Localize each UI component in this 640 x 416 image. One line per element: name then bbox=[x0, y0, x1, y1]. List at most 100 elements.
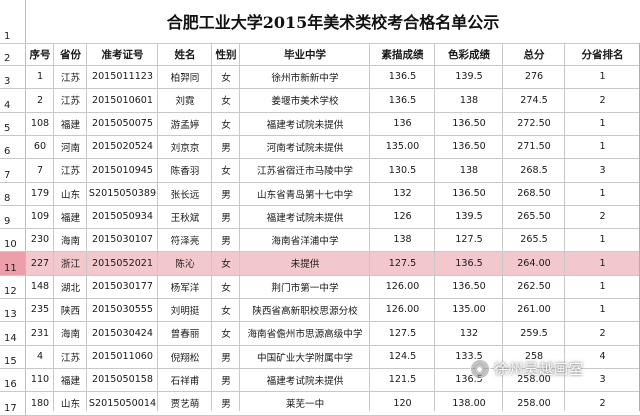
row-number[interactable]: 2 bbox=[0, 43, 26, 65]
table-cell[interactable]: 男 bbox=[221, 399, 231, 410]
table-cell[interactable]: 2015030177 bbox=[91, 281, 154, 292]
table-cell[interactable]: 山东 bbox=[60, 189, 81, 201]
table-cell[interactable]: 4 bbox=[36, 351, 44, 362]
table-cell[interactable]: 女 bbox=[221, 305, 231, 317]
row-number[interactable]: 17 bbox=[0, 391, 26, 415]
table-cell[interactable]: 4 bbox=[599, 351, 606, 362]
table-cell[interactable]: 124.5 bbox=[388, 351, 417, 362]
table-cell[interactable]: 河南 bbox=[60, 142, 81, 154]
table-cell[interactable]: 258.00 bbox=[517, 397, 551, 409]
table-cell[interactable]: 135.00 bbox=[385, 141, 420, 152]
table-cell[interactable]: 倪翔松 bbox=[170, 352, 200, 364]
table-cell[interactable]: 女 bbox=[221, 96, 231, 107]
table-cell[interactable]: 男 bbox=[221, 142, 231, 154]
table-cell[interactable]: 2 bbox=[599, 327, 606, 339]
table-cell[interactable]: 109 bbox=[30, 211, 50, 222]
table-cell[interactable]: 1 bbox=[599, 281, 606, 292]
table-cell[interactable]: 福建 bbox=[60, 375, 81, 387]
table-cell[interactable]: 121.5 bbox=[388, 374, 417, 385]
table-cell[interactable]: 福建考试院未提供 bbox=[266, 375, 344, 387]
table-cell[interactable]: 曾春丽 bbox=[170, 329, 200, 340]
column-header[interactable]: 省份 bbox=[60, 48, 81, 61]
table-cell[interactable]: 3 bbox=[599, 164, 606, 176]
row-number[interactable]: 10 bbox=[0, 228, 26, 251]
table-cell[interactable]: 1 bbox=[599, 71, 606, 82]
row-number[interactable]: 14 bbox=[0, 321, 26, 345]
table-cell[interactable]: 河南考试院未提供 bbox=[266, 142, 344, 154]
table-cell[interactable]: 2015052021 bbox=[91, 257, 154, 269]
table-cell[interactable]: 江苏 bbox=[60, 96, 81, 107]
row-number[interactable]: 5 bbox=[0, 112, 26, 135]
table-cell[interactable]: 132 bbox=[393, 188, 412, 199]
table-cell[interactable]: 刘明挺 bbox=[170, 305, 200, 317]
table-cell[interactable]: 贾艺萌 bbox=[170, 399, 200, 410]
table-cell[interactable]: 女 bbox=[221, 119, 231, 131]
table-cell[interactable]: 136.50 bbox=[452, 141, 486, 152]
row-number[interactable]: 16 bbox=[0, 368, 26, 391]
table-cell[interactable]: 1 bbox=[36, 71, 44, 82]
table-cell[interactable]: 1 bbox=[599, 141, 606, 152]
table-cell[interactable]: 258.00 bbox=[517, 374, 551, 385]
row-number[interactable]: 1 bbox=[0, 0, 26, 43]
table-cell[interactable]: 女 bbox=[221, 329, 231, 340]
table-cell[interactable]: 2015030424 bbox=[91, 327, 154, 339]
table-cell[interactable]: 139.5 bbox=[455, 71, 483, 82]
table-cell[interactable]: 海南 bbox=[60, 329, 81, 340]
table-cell[interactable]: 福建考试院未提供 bbox=[266, 119, 344, 131]
table-cell[interactable]: 138 bbox=[459, 164, 479, 176]
table-cell[interactable]: 127.5 bbox=[455, 234, 483, 245]
table-cell[interactable]: 1 bbox=[599, 188, 606, 199]
table-cell[interactable]: 2015030107 bbox=[91, 234, 154, 245]
table-cell[interactable]: 136.50 bbox=[452, 118, 486, 129]
row-number[interactable]: 3 bbox=[0, 65, 26, 88]
table-cell[interactable]: 王秋斌 bbox=[170, 212, 200, 224]
table-cell[interactable]: 荆门市第一中学 bbox=[271, 282, 339, 294]
column-header[interactable]: 毕业中学 bbox=[284, 48, 326, 61]
table-cell[interactable]: 山东 bbox=[60, 399, 81, 410]
table-cell[interactable]: 2015030555 bbox=[91, 304, 154, 315]
table-cell[interactable]: 132 bbox=[459, 327, 479, 339]
table-cell[interactable]: 徐州市新新中学 bbox=[271, 72, 339, 84]
row-number[interactable]: 12 bbox=[0, 275, 26, 298]
table-cell[interactable]: S2015050014 bbox=[88, 397, 157, 409]
table-cell[interactable]: 272.50 bbox=[517, 118, 551, 129]
row-number[interactable]: 4 bbox=[0, 88, 26, 112]
table-cell[interactable]: 中国矿业大学附属中学 bbox=[257, 352, 353, 364]
table-cell[interactable]: 230 bbox=[30, 234, 50, 245]
table-cell[interactable]: 柏羿同 bbox=[170, 72, 200, 84]
table-cell[interactable]: 女 bbox=[221, 282, 231, 294]
row-number[interactable]: 15 bbox=[0, 345, 26, 368]
table-cell[interactable]: 2 bbox=[36, 94, 44, 106]
table-cell[interactable]: 福建考试院未提供 bbox=[266, 212, 344, 224]
table-cell[interactable]: 268.5 bbox=[520, 164, 548, 176]
table-cell[interactable]: 2015050075 bbox=[91, 118, 154, 129]
table-cell[interactable]: 刘霓 bbox=[175, 96, 195, 107]
table-cell[interactable]: 陈沁 bbox=[175, 259, 195, 270]
table-cell[interactable]: 1 bbox=[599, 257, 606, 269]
table-cell[interactable]: 138 bbox=[459, 94, 479, 106]
table-cell[interactable]: 海南省洋浦中学 bbox=[271, 235, 339, 247]
table-cell[interactable]: 男 bbox=[221, 375, 231, 387]
table-cell[interactable]: 1 bbox=[599, 304, 606, 315]
column-header[interactable]: 素描成绩 bbox=[381, 48, 424, 61]
table-cell[interactable]: 258 bbox=[524, 351, 544, 362]
table-cell[interactable]: 126.00 bbox=[385, 304, 420, 315]
table-cell[interactable]: 1 bbox=[599, 118, 606, 129]
table-cell[interactable]: 60 bbox=[33, 141, 47, 152]
table-cell[interactable]: 138.00 bbox=[452, 397, 486, 409]
table-cell[interactable]: 136.5 bbox=[455, 257, 483, 269]
table-cell[interactable]: 120 bbox=[393, 397, 412, 409]
table-cell[interactable]: 136.50 bbox=[452, 281, 486, 292]
table-cell[interactable]: 1 bbox=[599, 234, 606, 245]
table-cell[interactable]: 江苏省宿迁市马陵中学 bbox=[257, 166, 353, 177]
table-cell[interactable]: 湖北 bbox=[60, 282, 81, 294]
table-cell[interactable]: 2015020524 bbox=[91, 141, 154, 152]
table-cell[interactable]: 133.5 bbox=[455, 351, 483, 362]
table-cell[interactable]: 刘京京 bbox=[170, 142, 200, 154]
table-cell[interactable]: 2015011123 bbox=[91, 71, 154, 82]
table-cell[interactable]: 2 bbox=[599, 211, 606, 222]
table-cell[interactable]: 274.5 bbox=[520, 94, 548, 106]
table-cell[interactable]: 127.5 bbox=[388, 257, 417, 269]
table-cell[interactable]: 3 bbox=[599, 374, 606, 385]
table-cell[interactable]: 2015010945 bbox=[91, 164, 154, 176]
